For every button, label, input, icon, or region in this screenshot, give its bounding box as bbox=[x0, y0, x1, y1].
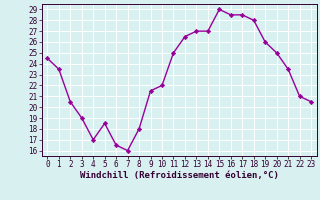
X-axis label: Windchill (Refroidissement éolien,°C): Windchill (Refroidissement éolien,°C) bbox=[80, 171, 279, 180]
